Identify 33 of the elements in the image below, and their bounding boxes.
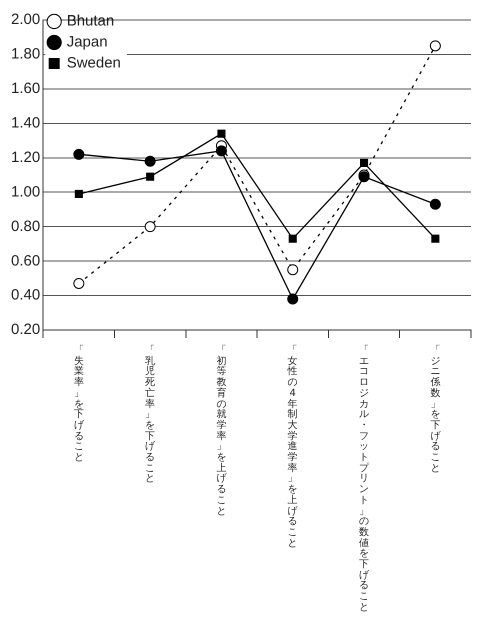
- y-tick-label: 2.00: [10, 11, 40, 28]
- y-tick-label: 0.40: [10, 286, 40, 304]
- category-label: 「女性の4年制大学進学率」を上げること: [288, 345, 298, 549]
- y-tick-label: 1.80: [10, 46, 40, 63]
- category-label: 「乳児死亡率」を下げること: [145, 345, 156, 484]
- point: [146, 172, 154, 181]
- point: [287, 294, 298, 304]
- point: [287, 264, 298, 276]
- point: [430, 40, 441, 52]
- y-tick-label: 0.60: [10, 252, 40, 270]
- y-tick-label: 0.80: [10, 218, 40, 235]
- legend-label: Japan: [66, 34, 108, 51]
- point: [217, 130, 226, 138]
- legend-label: Sweden: [66, 54, 121, 72]
- y-tick-label: 1.60: [10, 80, 40, 98]
- y-tick-label: 1.00: [10, 183, 40, 200]
- point: [73, 278, 84, 289]
- point: [216, 145, 227, 156]
- category-label: 「エコロジカル・フットプリント」の数値を下げること: [359, 345, 370, 613]
- point: [73, 148, 84, 160]
- point: [288, 234, 297, 243]
- point: [431, 234, 440, 243]
- category-label: 「ジニ係数」を下げること: [430, 345, 440, 474]
- point: [74, 190, 83, 198]
- y-tick-label: 0.20: [10, 321, 40, 338]
- point: [144, 221, 156, 232]
- y-tick-label: 1.40: [10, 114, 40, 132]
- point: [360, 158, 368, 167]
- category-label: 「失業率」を下げること: [74, 345, 84, 464]
- y-tick-label: 1.20: [10, 148, 40, 166]
- point: [144, 156, 156, 167]
- category-label: 「初等教育の就学率」を上げること: [216, 345, 226, 517]
- point: [430, 198, 441, 210]
